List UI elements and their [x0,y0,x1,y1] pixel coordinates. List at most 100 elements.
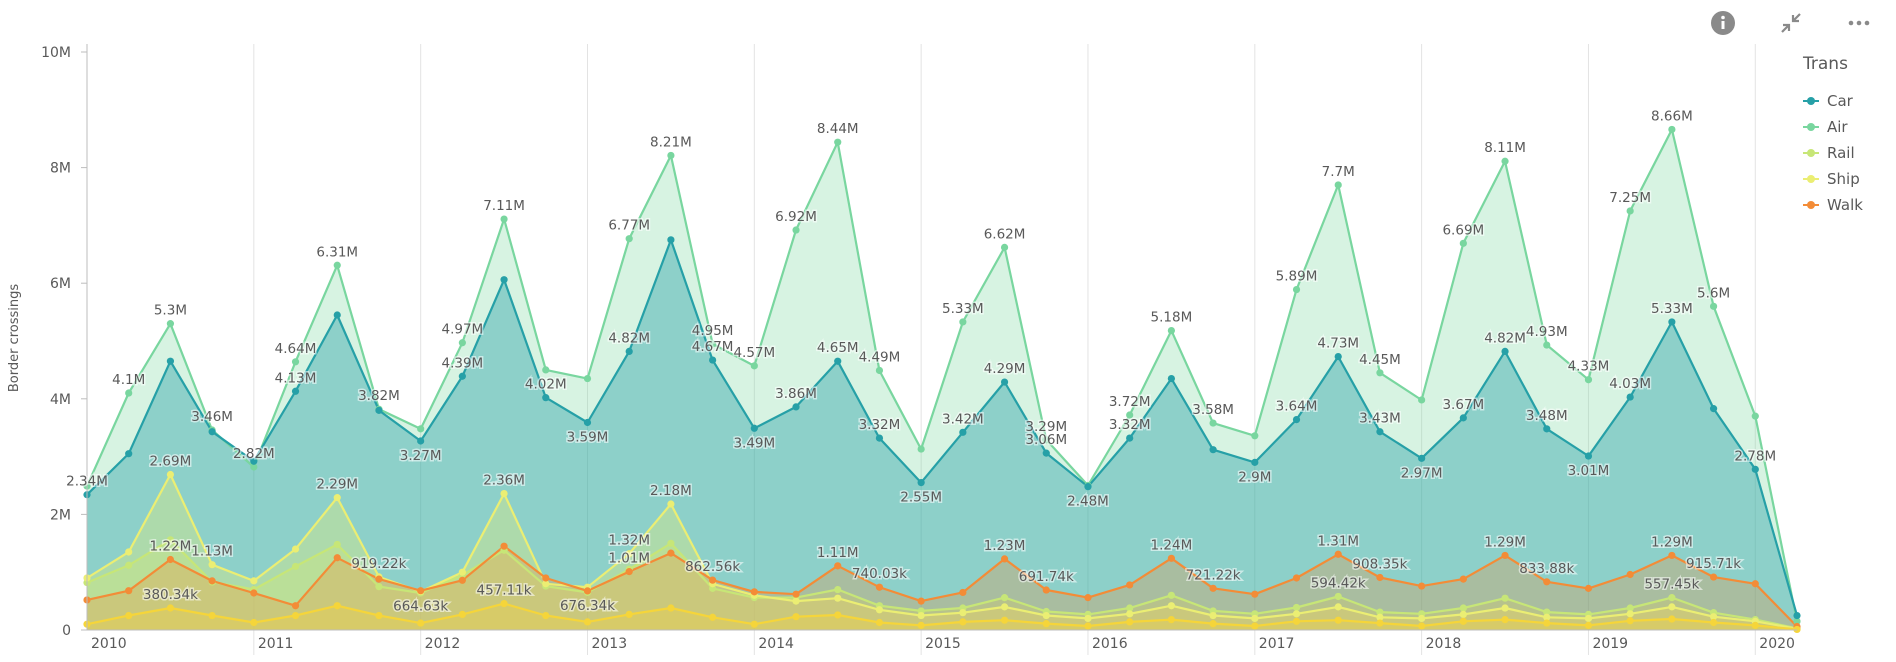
point-series-6 [583,618,592,626]
point-car [542,394,550,402]
point-car [1543,425,1551,433]
point-car [750,424,758,432]
point-rail [375,583,383,591]
legend-item-rail[interactable]: Rail [1803,140,1863,166]
info-button[interactable] [1706,6,1740,40]
data-label: 3.64M [1276,399,1318,415]
point-series-6 [1418,622,1426,630]
point-air [583,374,592,383]
data-label: 6.77M [608,218,650,234]
point-air [291,358,300,366]
point-ship [1626,610,1634,618]
point-series-6 [1292,617,1301,625]
point-air [1000,243,1009,251]
data-label: 5.33M [1651,301,1693,317]
point-rail [1459,604,1467,612]
point-car [166,357,175,365]
data-label: 1.13M [191,544,233,560]
x-tick-label: 2019 [1592,636,1628,652]
line-car [86,238,1799,616]
point-car [1459,414,1467,422]
point-walk [750,588,758,596]
point-walk [1626,570,1634,579]
point-air [750,362,758,370]
point-car [1126,434,1134,442]
y-tick-label: 2M [50,507,71,523]
point-ship [166,470,175,479]
data-label: 4.02M [525,377,567,393]
point-rail [1626,604,1634,612]
point-car [291,387,300,395]
point-walk [1709,573,1718,581]
legend-item-air[interactable]: Air [1803,114,1863,140]
data-label: 691.74k [1019,569,1074,585]
point-series-6 [542,611,550,620]
point-air [1292,285,1301,294]
x-tick-label: 2010 [91,636,127,652]
point-rail [166,536,175,544]
legend-item-car[interactable]: Car [1803,88,1863,114]
collapse-button[interactable] [1774,6,1808,40]
point-air [792,226,800,234]
data-label: 5.18M [1151,310,1193,326]
data-label: 1.24M [1151,537,1193,553]
point-ship [875,606,884,614]
data-label: 557.45k [1644,577,1699,593]
chart-toolbar [1706,6,1876,40]
point-series-6 [1334,616,1342,624]
point-car [1584,452,1593,460]
point-car [1084,483,1092,491]
point-series-6 [208,611,216,620]
point-air [125,389,133,397]
point-air [1459,239,1467,247]
data-label: 8.44M [817,121,859,137]
point-rail [125,561,133,569]
point-air [1543,341,1551,349]
point-series-6 [375,611,383,620]
data-label: 5.6M [1697,285,1730,301]
data-label: 3.43M [1359,411,1401,427]
point-air [1167,326,1175,335]
point-air [1042,436,1050,444]
x-tick-label: 2018 [1426,636,1462,652]
point-ship [1376,613,1384,621]
data-label: 3.72M [1109,394,1151,410]
point-air [1709,302,1718,310]
point-series-6 [1709,618,1718,627]
point-walk [792,590,800,598]
point-car [1418,454,1426,462]
data-label: 3.58M [1192,402,1234,418]
data-label: 4.82M [608,330,650,346]
point-walk [1084,594,1092,602]
point-car [458,372,466,380]
data-label: 3.49M [733,435,775,451]
point-ship [250,577,258,585]
point-car [959,428,967,436]
more-options-button[interactable] [1842,6,1876,40]
point-rail [1292,603,1301,612]
point-series-6 [917,621,925,629]
data-label: 380.34k [143,587,198,603]
point-air [542,366,550,374]
point-series-6 [125,611,133,620]
area-air [87,129,1797,630]
point-car [1209,446,1217,454]
point-ship [208,561,216,569]
legend-item-walk[interactable]: Walk [1803,192,1863,218]
point-walk [250,589,258,597]
point-car [1292,416,1301,424]
point-walk [625,568,633,576]
data-label: 1.11M [817,545,859,561]
data-label: 1.29M [1651,534,1693,550]
info-icon [1711,11,1735,35]
point-series-6 [166,604,175,612]
point-air [1126,411,1134,419]
point-air [166,320,175,328]
point-car [792,403,800,411]
point-series-6 [875,618,884,627]
point-series-6 [625,610,633,618]
legend-item-ship[interactable]: Ship [1803,166,1863,192]
data-label: 2.18M [650,483,692,499]
data-label: 2.69M [150,454,192,470]
